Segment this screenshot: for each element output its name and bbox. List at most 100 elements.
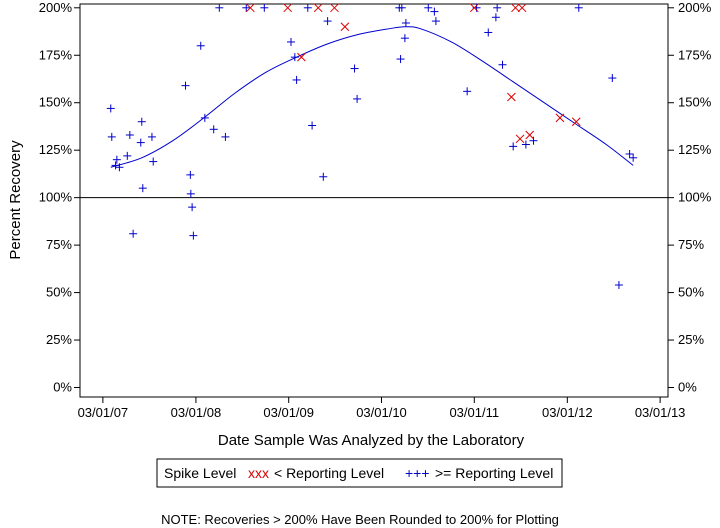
x-marker-stroke	[507, 92, 516, 102]
point-above-rl	[431, 17, 440, 26]
x-axis-title: Date Sample Was Analyzed by the Laborato…	[218, 432, 525, 449]
point-above-rl	[493, 3, 502, 12]
x-marker-stroke	[340, 22, 350, 32]
x-tick-label: 03/01/07	[78, 405, 129, 420]
point-above-rl	[221, 132, 230, 141]
point-above-rl	[629, 153, 638, 162]
point-above-rl	[115, 163, 124, 172]
point-below-rl	[515, 134, 525, 144]
point-below-rl	[283, 3, 293, 13]
point-below-rl	[511, 3, 520, 13]
legend: Spike Level xxx < Reporting Level +++ >=…	[156, 458, 563, 488]
point-above-rl	[186, 189, 195, 198]
point-above-rl	[574, 3, 583, 12]
point-below-rl	[525, 130, 535, 140]
point-above-rl	[286, 37, 295, 46]
x-tick-label: 03/01/08	[171, 405, 222, 420]
y-tick-label-left: 150%	[39, 95, 73, 110]
point-above-rl	[136, 138, 145, 147]
point-above-rl	[196, 41, 205, 50]
point-below-rl	[245, 3, 255, 13]
x-marker-stroke	[555, 113, 565, 123]
y-tick-label-left: 125%	[39, 142, 73, 157]
point-below-rl	[340, 22, 350, 32]
x-marker-stroke	[525, 130, 535, 140]
point-above-rl	[215, 3, 224, 12]
x-tick-label: 03/01/09	[263, 405, 314, 420]
point-above-rl	[290, 53, 299, 62]
y-tick-label-right: 0%	[678, 380, 697, 395]
x-marker-stroke	[511, 3, 520, 13]
legend-symbol-below-rl: xxx	[248, 465, 269, 481]
x-tick-label: 03/01/12	[542, 405, 593, 420]
legend-box	[156, 458, 563, 488]
plot-frame	[79, 3, 669, 398]
x-marker-stroke	[515, 134, 525, 144]
x-marker-stroke	[571, 117, 581, 127]
point-below-rl	[507, 92, 516, 102]
point-above-rl	[625, 149, 634, 158]
point-above-rl	[137, 117, 146, 126]
point-above-rl	[242, 3, 251, 12]
x-marker-stroke	[517, 3, 527, 13]
point-above-rl	[129, 229, 138, 238]
point-above-rl	[614, 280, 623, 289]
y-tick-label-right: 125%	[678, 142, 712, 157]
point-above-rl	[397, 3, 406, 12]
point-above-rl	[123, 151, 132, 160]
y-tick-label-left: 50%	[46, 285, 72, 300]
y-tick-label-right: 25%	[678, 332, 704, 347]
point-above-rl	[424, 3, 433, 12]
legend-label-above-rl: >= Reporting Level	[435, 465, 553, 481]
point-above-rl	[498, 60, 507, 69]
y-tick-label-right: 50%	[678, 285, 704, 300]
y-tick-label-left: 25%	[46, 332, 72, 347]
point-above-rl	[189, 231, 198, 240]
x-marker-stroke	[297, 52, 306, 62]
point-above-rl	[350, 64, 359, 73]
point-above-rl	[106, 104, 115, 113]
point-above-rl	[260, 3, 269, 12]
y-axis-title: Percent Recovery	[7, 140, 24, 260]
legend-symbol-above-rl: +++	[405, 465, 430, 481]
point-above-rl	[491, 13, 500, 22]
point-above-rl	[430, 7, 439, 16]
point-above-rl	[186, 170, 195, 179]
point-above-rl	[303, 3, 312, 12]
axes-layer: 0% 0% 25% 25% 50% 50% 75% 75% 100% 100% 125% 125% 15…	[39, 0, 712, 420]
point-above-rl	[396, 55, 405, 64]
point-above-rl	[188, 203, 197, 212]
x-marker-stroke	[330, 3, 339, 13]
point-above-rl	[319, 172, 328, 181]
point-below-rl	[297, 52, 306, 62]
point-above-rl	[323, 17, 332, 26]
x-tick-label: 03/01/13	[635, 405, 686, 420]
point-below-rl	[313, 3, 323, 13]
y-tick-label-left: 200%	[39, 0, 73, 15]
point-above-rl	[463, 87, 472, 96]
point-below-rl	[555, 113, 565, 123]
point-above-rl	[200, 113, 209, 122]
y-tick-label-right: 200%	[678, 0, 712, 15]
point-below-rl	[469, 3, 479, 13]
y-tick-label-right: 150%	[678, 95, 712, 110]
point-above-rl	[181, 81, 190, 90]
trend-line	[110, 26, 634, 168]
x-tick-label: 03/01/10	[356, 405, 407, 420]
legend-label-below-rl: < Reporting Level	[274, 465, 384, 481]
point-above-rl	[484, 28, 493, 37]
point-above-rl	[149, 157, 158, 166]
points-layer	[106, 3, 638, 289]
point-above-rl	[112, 155, 121, 164]
x-marker-stroke	[313, 3, 323, 13]
point-below-rl	[517, 3, 527, 13]
x-marker-stroke	[469, 3, 479, 13]
x-tick-label: 03/01/11	[449, 405, 499, 420]
point-below-rl	[571, 117, 581, 127]
y-tick-label-right: 175%	[678, 47, 712, 62]
plot-note: NOTE: Recoveries > 200% Have Been Rounde…	[161, 512, 559, 527]
point-above-rl	[353, 94, 362, 103]
point-above-rl	[529, 136, 538, 145]
point-above-rl	[401, 18, 410, 27]
point-above-rl	[292, 75, 301, 84]
